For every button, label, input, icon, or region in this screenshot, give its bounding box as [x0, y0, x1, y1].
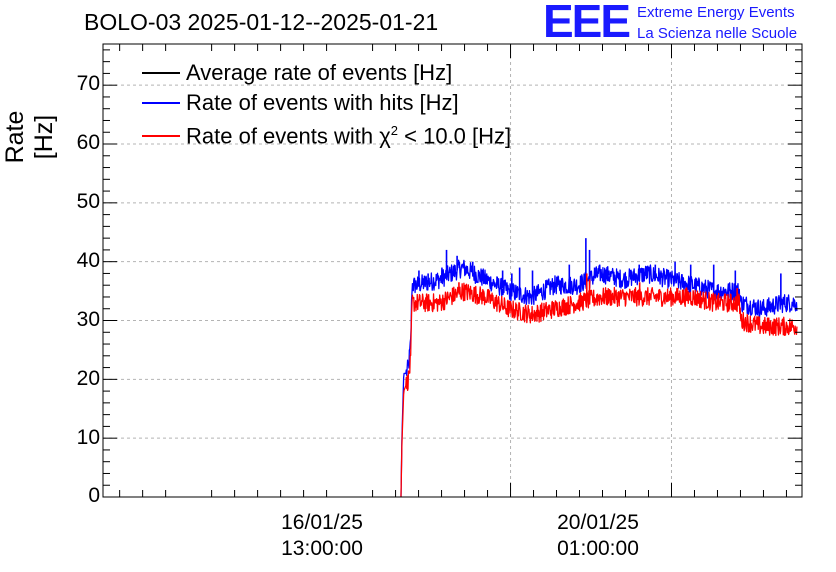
legend-label-hits: Rate of events with hits [Hz]	[186, 90, 459, 115]
x-tick-date: 20/01/25	[557, 511, 639, 534]
legend-chi-exponent: 2	[390, 123, 399, 138]
x-tick-label: 20/01/25 01:00:00	[528, 510, 668, 562]
chart-title: BOLO-03 2025-01-12--2025-01-21	[84, 9, 439, 35]
x-tick-date: 16/01/25	[281, 511, 363, 534]
tick-layer	[103, 44, 802, 498]
series-layer	[400, 238, 798, 498]
eee-logo-mark: EEE	[543, 0, 631, 47]
grid-layer	[103, 44, 802, 497]
y-tick-label: 30	[76, 308, 100, 331]
series-line-chi2	[400, 282, 798, 498]
y-tick-label: 10	[76, 426, 100, 449]
legend-item-average: Average rate of events [Hz]	[186, 60, 452, 86]
y-tick-label: 40	[76, 249, 100, 272]
y-tick-label: 0	[88, 484, 100, 507]
legend-item-chi2: Rate of events with χ2 < 10.0 [Hz]	[186, 123, 511, 149]
logo-line-2: La Scienza nelle Scuole	[637, 25, 798, 42]
logo-line-1: Extreme Energy Events	[637, 4, 795, 21]
x-tick-time: 01:00:00	[557, 537, 639, 560]
legend-item-hits: Rate of events with hits [Hz]	[186, 90, 459, 116]
legend-label-chi2-suffix: < 10.0 [Hz]	[398, 123, 512, 149]
y-tick-label: 50	[76, 190, 100, 213]
legend-label-average: Average rate of events [Hz]	[186, 60, 453, 85]
y-tick-label: 20	[76, 367, 100, 390]
legend-chi-symbol: χ	[379, 123, 391, 149]
y-axis-label: Rate [Hz]	[1, 110, 58, 164]
x-tick-time: 13:00:00	[281, 537, 363, 560]
legend-label-chi2: Rate of events with	[186, 123, 374, 149]
plot-frame	[102, 43, 803, 498]
y-tick-label: 70	[76, 72, 100, 95]
legend-swatches	[142, 72, 180, 137]
y-tick-label: 60	[76, 131, 100, 154]
x-tick-label: 16/01/25 13:00:00	[252, 510, 392, 562]
